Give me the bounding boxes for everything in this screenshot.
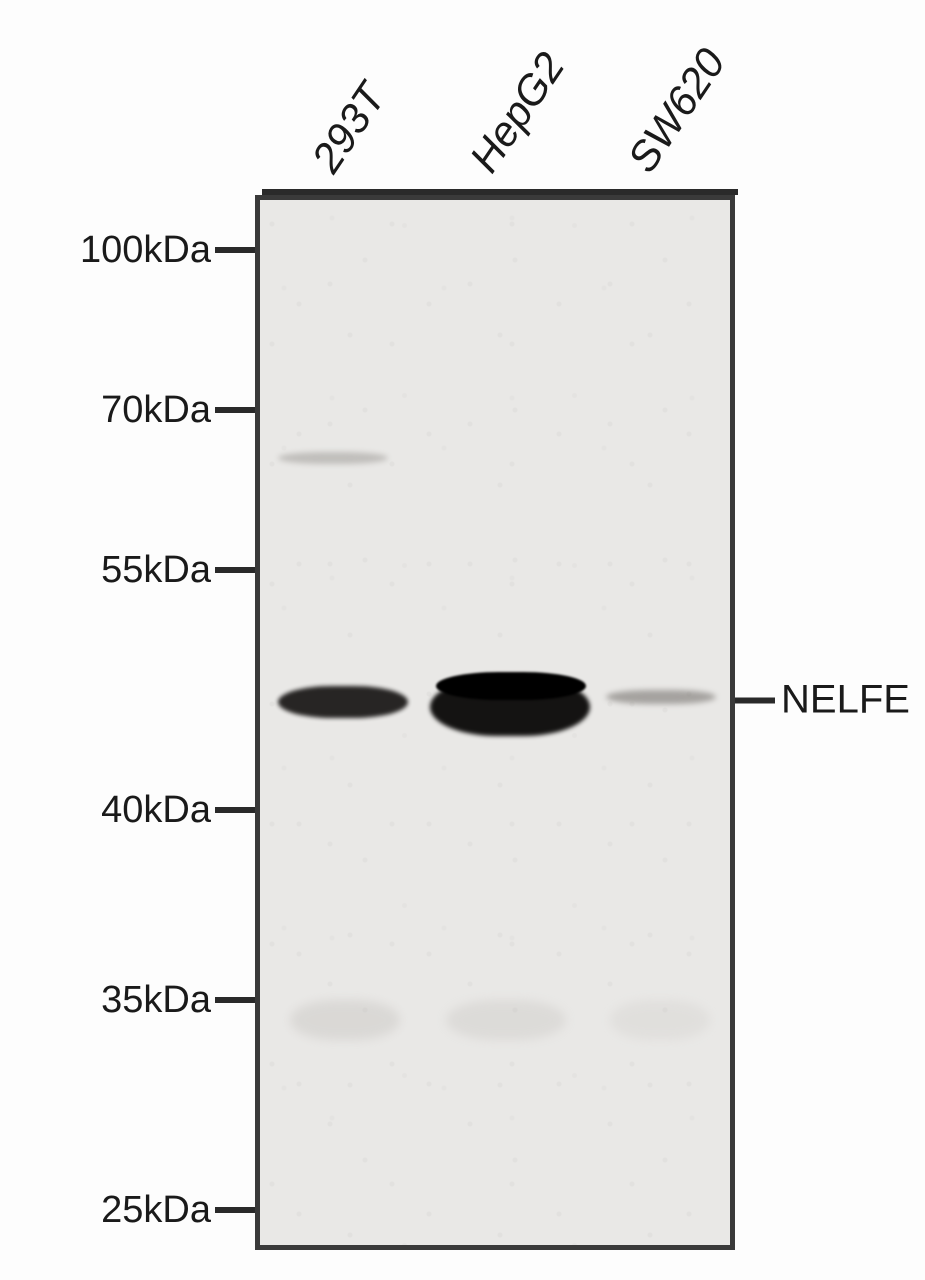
target-label: NELFE: [781, 678, 910, 723]
mw-marker: 100kDa: [5, 230, 255, 270]
mw-tick: [215, 1207, 255, 1213]
blot-membrane: [255, 195, 735, 1250]
mw-marker: 25kDa: [5, 1190, 255, 1230]
lane-underline: [262, 189, 422, 195]
mw-marker: 35kDa: [5, 980, 255, 1020]
lane-header: SW620: [578, 30, 738, 195]
blot-band: [436, 672, 586, 700]
lane-header: HepG2: [420, 30, 580, 195]
mw-tick: [215, 807, 255, 813]
lane-label: 293T: [302, 75, 395, 181]
blot-band: [606, 690, 716, 704]
mw-marker: 55kDa: [5, 550, 255, 590]
mw-label: 100kDa: [80, 229, 211, 272]
blot-band: [290, 1000, 400, 1040]
target-tick: [735, 697, 775, 703]
blot-band: [278, 452, 388, 464]
mw-label: 70kDa: [101, 389, 211, 432]
blot-band: [278, 686, 408, 718]
mw-label: 40kDa: [101, 789, 211, 832]
mw-marker: 40kDa: [5, 790, 255, 830]
mw-tick: [215, 407, 255, 413]
blot-membrane-inner: [260, 200, 730, 1245]
western-blot-figure: 100kDa 70kDa 55kDa 40kDa 35kDa 25kDa 293T HepG2…: [0, 0, 925, 1280]
blot-band: [610, 1000, 710, 1040]
lane-label: HepG2: [460, 44, 574, 181]
target-protein: NELFE: [735, 678, 910, 723]
mw-tick: [215, 567, 255, 573]
mw-label: 25kDa: [101, 1189, 211, 1232]
blot-band: [446, 1000, 566, 1040]
mw-tick: [215, 247, 255, 253]
mw-marker: 70kDa: [5, 390, 255, 430]
lane-underline: [578, 189, 738, 195]
mw-label: 35kDa: [101, 979, 211, 1022]
mw-label: 55kDa: [101, 549, 211, 592]
mw-tick: [215, 997, 255, 1003]
lane-label: SW620: [618, 40, 735, 181]
lane-header: 293T: [262, 30, 422, 195]
lane-underline: [420, 189, 580, 195]
